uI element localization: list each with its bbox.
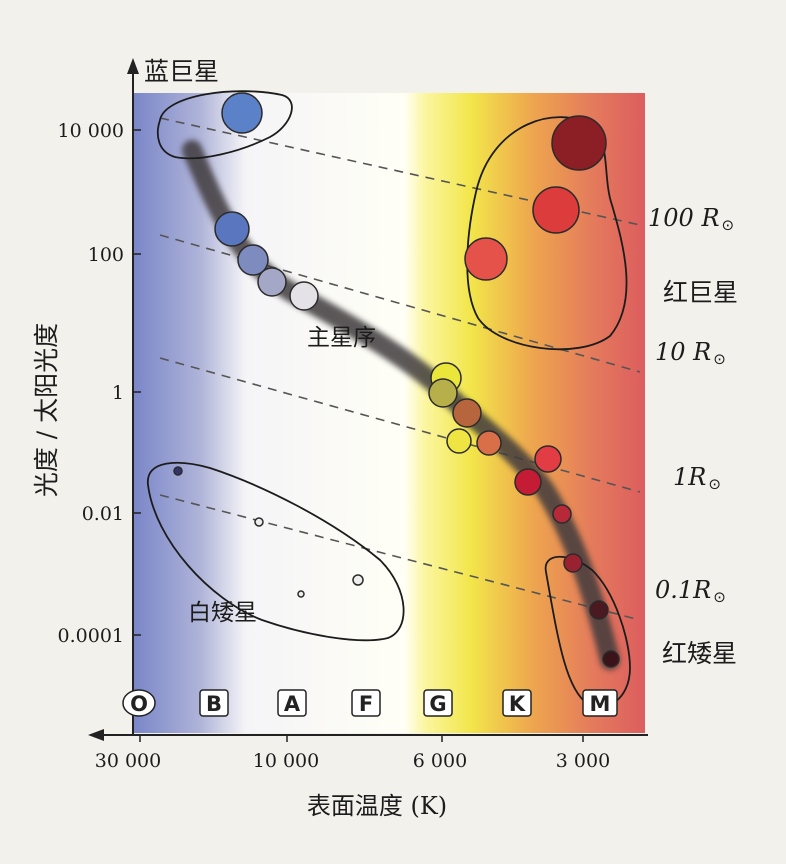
- white-dwarf-label: 白矮星: [188, 600, 257, 626]
- star-red-dwarf-1: [589, 600, 609, 620]
- star-red-giant-3: [464, 237, 508, 281]
- y-ticks: [133, 129, 141, 636]
- class-g: G: [423, 689, 453, 717]
- star-k-giant: [534, 445, 562, 473]
- class-b: B: [199, 689, 229, 717]
- svg-text:1R⊙: 1R ⊙: [673, 463, 721, 493]
- class-o: O: [122, 689, 156, 717]
- x-tick-labels: 30 000 10 000 6 000 3 000: [95, 750, 610, 772]
- sun-symbol-icon: ⊙: [713, 588, 726, 606]
- svg-text:0.0001: 0.0001: [58, 625, 124, 647]
- radius-line-1: [159, 357, 641, 493]
- radius-line-100: [159, 117, 641, 226]
- star-red-giant-2: [532, 186, 580, 234]
- svg-text:10 000: 10 000: [58, 120, 124, 142]
- star-m-1: [552, 504, 572, 524]
- radius-label-10: 10 R: [655, 338, 711, 366]
- svg-text:6 000: 6 000: [413, 750, 467, 772]
- svg-text:O: O: [130, 692, 148, 716]
- spectral-classes: O B A F G K M: [122, 689, 618, 717]
- star-k-3: [514, 468, 542, 496]
- svg-text:10 R⊙: 10 R ⊙: [655, 338, 726, 368]
- y-axis-title: 光度 / 太阳光度: [32, 323, 61, 497]
- x-ticks: [139, 735, 584, 742]
- svg-text:1: 1: [112, 382, 124, 404]
- star-white-dwarf-2: [254, 517, 264, 527]
- class-k: K: [502, 689, 532, 717]
- y-axis-arrow-icon: [127, 58, 139, 74]
- star-red-dwarf-2: [602, 650, 620, 668]
- x-axis-title: 表面温度 (K): [307, 792, 447, 820]
- svg-text:0.1R⊙: 0.1R ⊙: [655, 576, 726, 606]
- svg-text:F: F: [359, 692, 373, 716]
- star-k-1: [452, 398, 482, 428]
- radius-label-1: 1R: [673, 463, 706, 491]
- star-b-main-1: [214, 211, 250, 247]
- star-blue-giant: [221, 92, 263, 134]
- svg-text:A: A: [284, 692, 301, 716]
- sun-symbol-icon: ⊙: [713, 350, 726, 368]
- radius-label-100: 100 R: [648, 204, 720, 232]
- star-white-dwarf-1: [173, 466, 183, 476]
- svg-text:100: 100: [88, 244, 124, 266]
- radius-label-0.1: 0.1R: [655, 576, 711, 604]
- star-a-main-2: [289, 281, 319, 311]
- radius-labels: 100 R ⊙ 10 R ⊙ 1R ⊙ 0.1R ⊙: [648, 204, 734, 606]
- svg-text:30 000: 30 000: [95, 750, 161, 772]
- star-white-dwarf-3: [352, 574, 364, 586]
- star-white-dwarf-4: [297, 590, 305, 598]
- star-g-2: [428, 378, 458, 408]
- stars: [173, 92, 620, 668]
- red-dwarf-label: 红矮星: [662, 639, 737, 668]
- x-axis-arrow-icon: [88, 729, 104, 741]
- star-red-giant-1: [551, 115, 607, 171]
- radius-line-0.1: [159, 494, 641, 621]
- class-f: F: [351, 689, 381, 717]
- svg-text:K: K: [509, 692, 526, 716]
- sun-symbol-icon: ⊙: [722, 216, 735, 234]
- star-g-3: [446, 428, 472, 454]
- svg-text:0.01: 0.01: [82, 503, 124, 525]
- main-sequence-label: 主星序: [307, 325, 376, 351]
- y-tick-labels: 10 000 100 1 0.01 0.0001: [58, 120, 124, 647]
- blue-giant-outline: [156, 90, 293, 160]
- red-giant-label: 红巨星: [663, 278, 738, 307]
- red-giant-outline: [466, 116, 628, 351]
- sun-symbol-icon: ⊙: [708, 475, 721, 493]
- star-a-main-1: [257, 267, 287, 297]
- svg-text:M: M: [590, 692, 611, 716]
- star-m-2: [563, 553, 583, 573]
- svg-text:100 R⊙: 100 R ⊙: [648, 204, 734, 234]
- blue-giant-label: 蓝巨星: [144, 57, 219, 86]
- svg-text:B: B: [206, 692, 222, 716]
- star-b-main-2: [237, 244, 269, 276]
- class-a: A: [277, 689, 307, 717]
- svg-text:G: G: [429, 692, 446, 716]
- svg-text:10 000: 10 000: [253, 750, 319, 772]
- star-k-2: [476, 430, 502, 456]
- class-m: M: [582, 689, 618, 717]
- white-dwarf-outline: [147, 461, 405, 642]
- svg-text:3 000: 3 000: [556, 750, 610, 772]
